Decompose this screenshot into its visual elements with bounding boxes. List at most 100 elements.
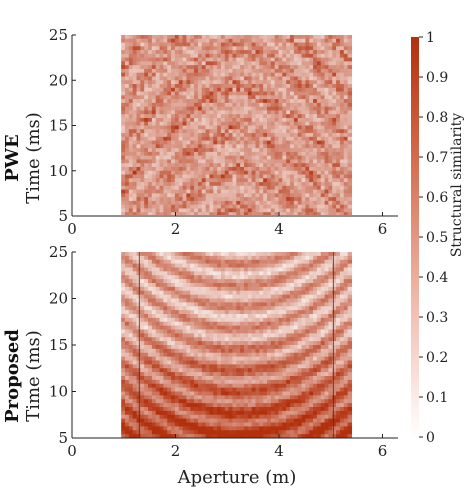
image-cell (155, 204, 161, 210)
image-cell (140, 360, 145, 365)
image-cell (121, 72, 126, 78)
image-cell (297, 129, 303, 134)
image-cell (140, 200, 145, 206)
image-cell (240, 321, 245, 327)
image-cell (347, 263, 353, 269)
image-cell (228, 379, 234, 385)
image-cell (163, 333, 168, 338)
image-cell (236, 155, 241, 161)
image-cell (144, 35, 149, 40)
image-cell (220, 197, 226, 202)
image-cell (213, 325, 218, 331)
image-cell (267, 65, 272, 70)
image-cell (121, 329, 126, 334)
image-cell (313, 204, 318, 210)
image-cell (347, 306, 353, 311)
image-cell (186, 279, 191, 284)
image-cell (297, 259, 303, 265)
image-cell (305, 80, 310, 85)
image-cell (336, 376, 341, 381)
image-cell (178, 348, 184, 354)
image-cell (121, 302, 126, 307)
image-cell (155, 286, 161, 292)
image-cell (194, 294, 199, 300)
image-cell (194, 182, 199, 187)
image-cell (174, 255, 180, 261)
image-cell (324, 57, 329, 62)
image-cell (267, 348, 272, 354)
image-cell (251, 372, 257, 377)
image-cell (140, 302, 145, 307)
image-cell (140, 193, 145, 198)
image-cell (174, 294, 180, 300)
image-cell (194, 325, 199, 331)
image-cell (132, 87, 138, 93)
image-cell (274, 348, 280, 354)
image-cell (121, 275, 126, 280)
image-cell (209, 144, 214, 149)
image-cell (213, 133, 218, 138)
image-cell (220, 294, 226, 300)
image-cell (305, 182, 310, 187)
image-cell (224, 294, 230, 300)
image-cell (267, 159, 272, 164)
image-cell (324, 193, 329, 198)
image-cell (186, 197, 191, 202)
image-cell (290, 38, 295, 44)
image-cell (305, 360, 310, 365)
image-cell (251, 286, 257, 292)
image-cell (324, 42, 329, 47)
image-cell (197, 306, 203, 311)
image-cell (267, 110, 272, 115)
image-cell (174, 337, 180, 342)
image-cell (274, 271, 280, 276)
image-cell (213, 144, 218, 149)
image-cell (205, 321, 211, 327)
image-cell (178, 352, 184, 358)
image-cell (144, 325, 149, 331)
image-cell (159, 61, 164, 66)
image-cell (205, 144, 211, 149)
image-cell (144, 200, 149, 206)
image-cell (167, 279, 172, 284)
image-cell (186, 121, 191, 127)
image-cell (263, 325, 268, 331)
image-cell (286, 317, 291, 323)
image-cell (286, 87, 291, 93)
image-cell (186, 306, 191, 311)
image-cell (286, 383, 291, 389)
image-cell (286, 151, 291, 157)
image-cell (136, 159, 141, 164)
image-cell (263, 263, 268, 269)
image-cell (132, 310, 138, 315)
image-cell (125, 294, 130, 300)
image-cell (171, 337, 176, 342)
image-cell (267, 87, 272, 93)
image-cell (282, 271, 287, 276)
image-cell (274, 38, 280, 44)
image-cell (232, 372, 237, 377)
image-cell (278, 170, 283, 176)
image-cell (182, 383, 187, 389)
image-cell (301, 283, 306, 288)
image-cell (320, 65, 326, 70)
image-cell (136, 102, 141, 108)
image-cell (213, 290, 218, 296)
image-cell (186, 42, 191, 47)
image-cell (148, 368, 153, 373)
image-cell (136, 84, 141, 89)
image-cell (220, 204, 226, 210)
image-cell (136, 271, 141, 276)
image-cell (339, 84, 345, 89)
image-cell (174, 302, 180, 307)
image-cell (182, 151, 187, 157)
image-cell (259, 35, 264, 40)
image-cell (186, 38, 191, 44)
image-cell (290, 68, 295, 74)
image-cell (213, 193, 218, 198)
image-cell (274, 87, 280, 93)
image-cell (163, 50, 168, 55)
image-cell (155, 148, 161, 153)
image-cell (121, 68, 126, 74)
image-cell (301, 306, 306, 311)
